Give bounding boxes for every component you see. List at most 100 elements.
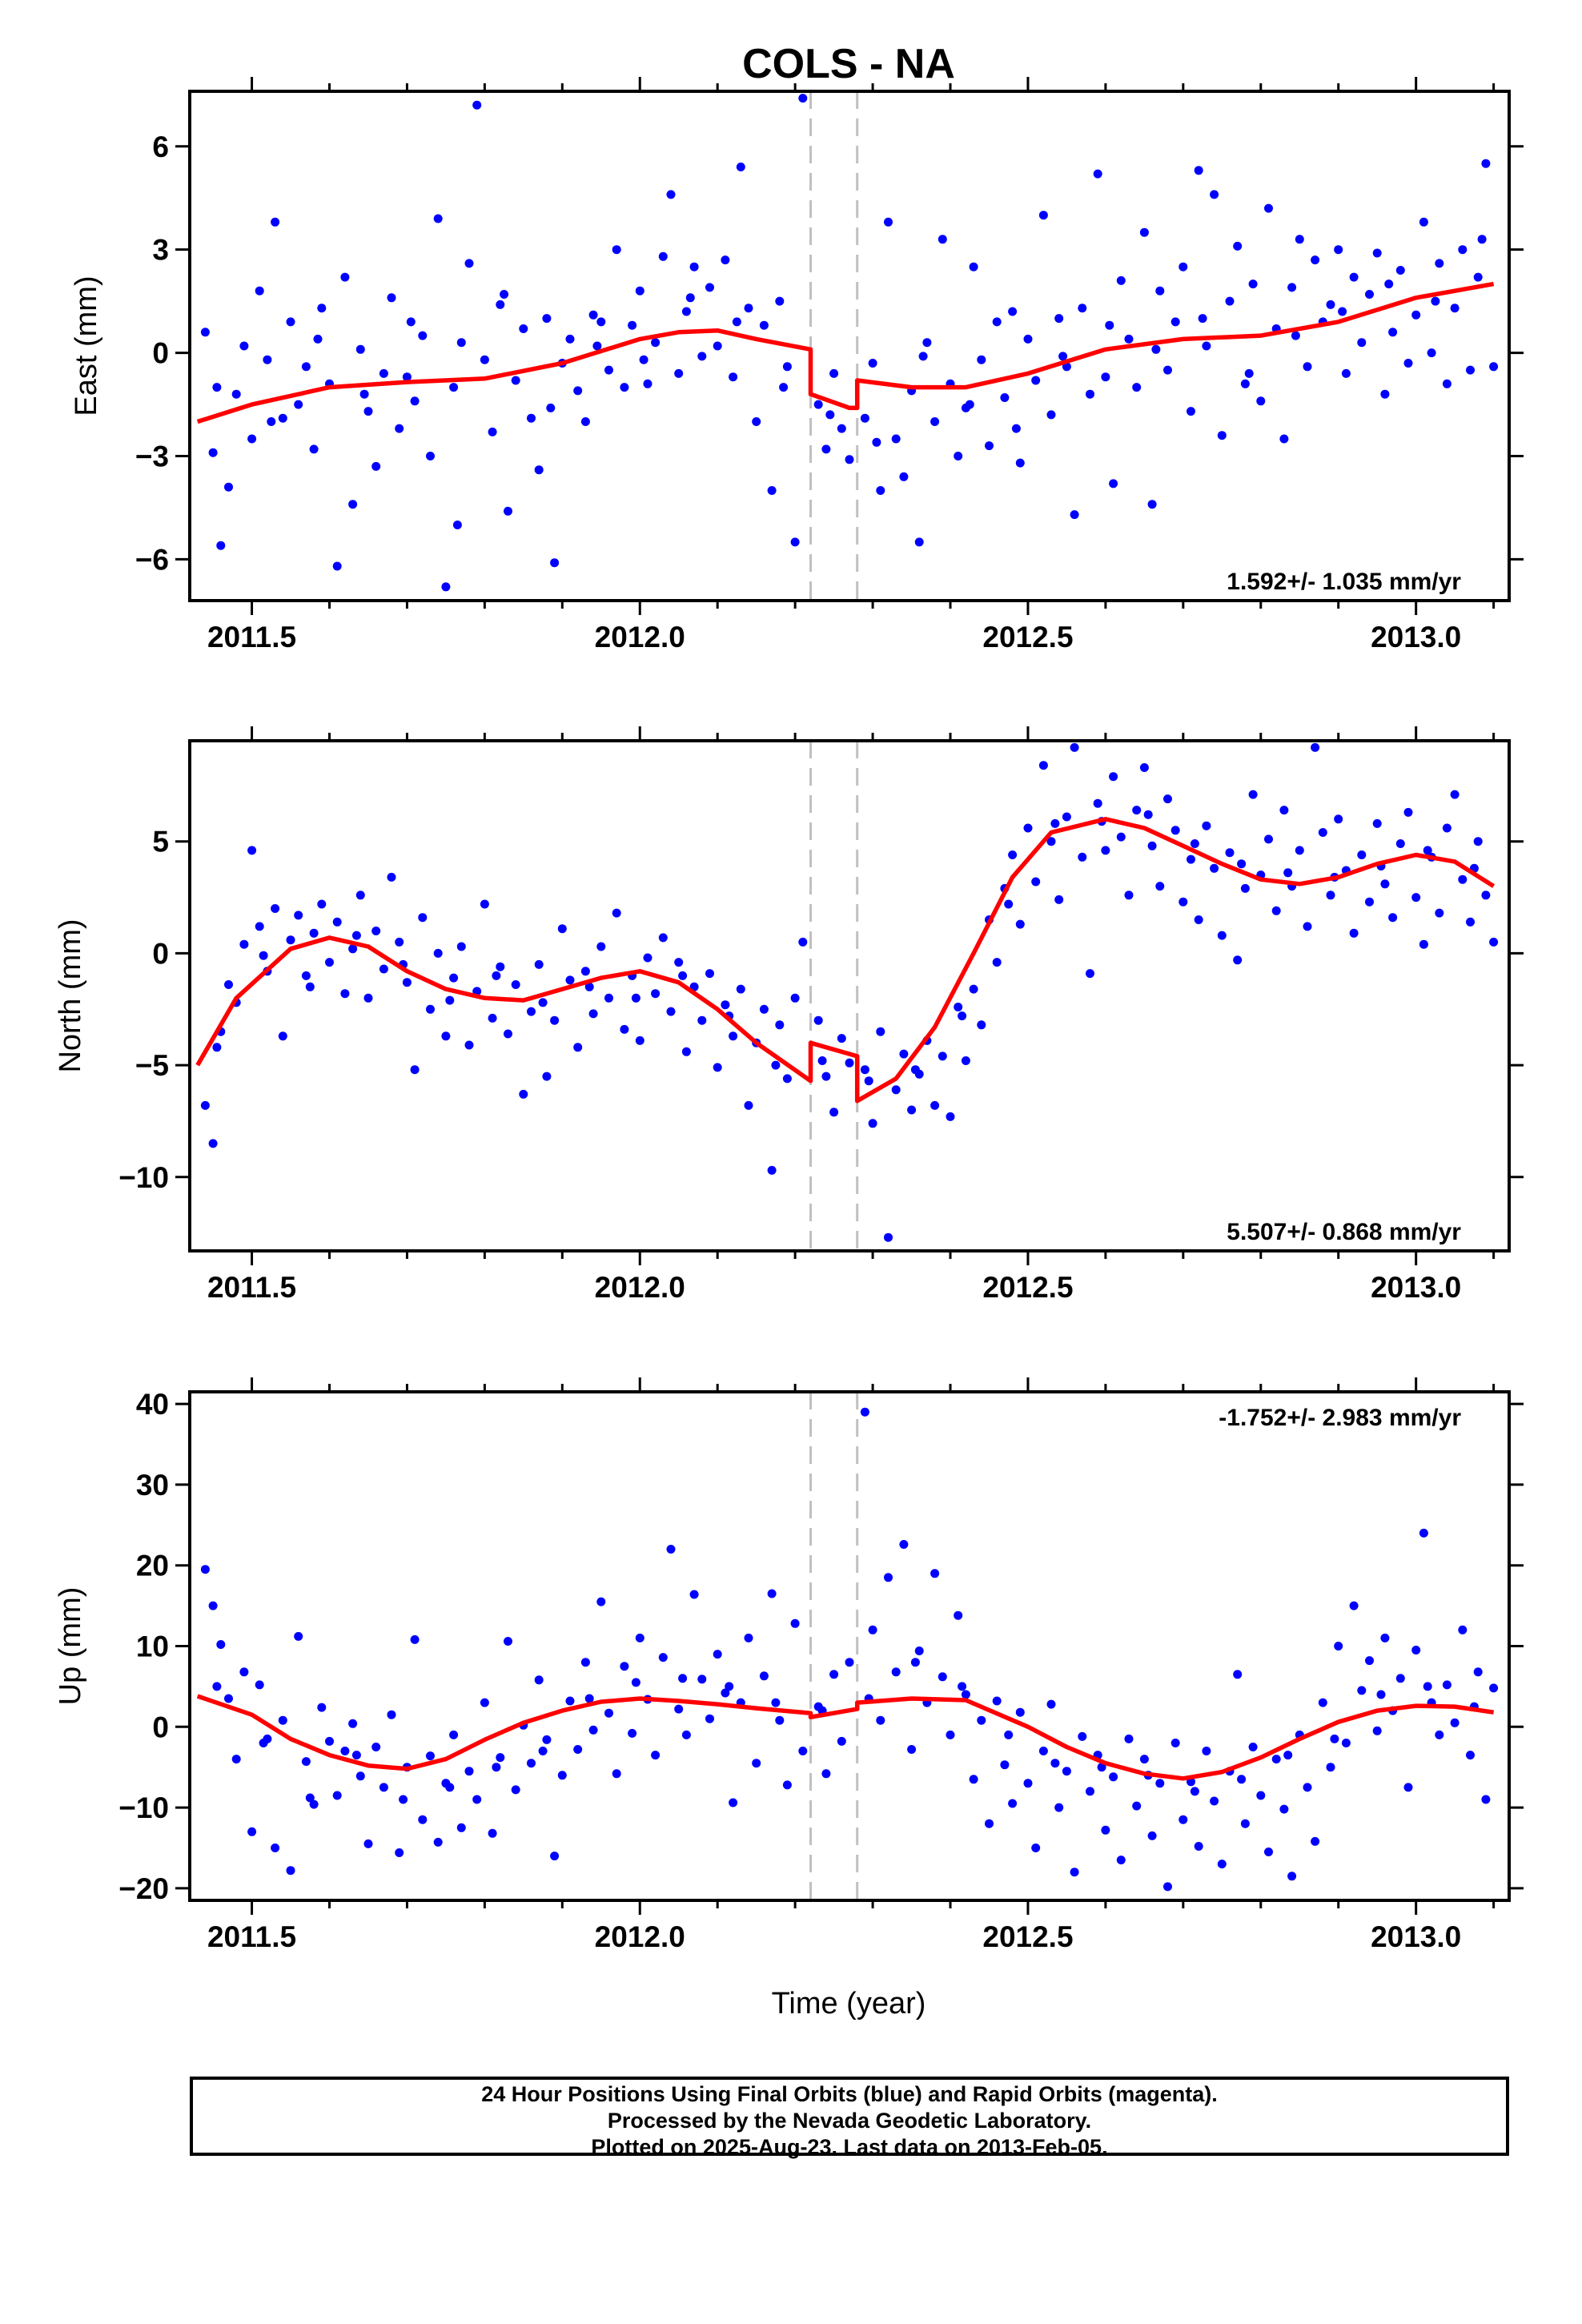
- data-point-east: [1341, 368, 1351, 378]
- data-point-east: [500, 290, 509, 299]
- x-tick-label-north: 2012.0: [595, 1271, 685, 1304]
- data-point-north: [325, 958, 334, 967]
- data-point-up: [1411, 1646, 1421, 1655]
- data-point-east: [1380, 389, 1390, 399]
- data-point-east: [1240, 379, 1250, 388]
- data-point-up: [899, 1540, 909, 1549]
- data-point-up: [907, 1745, 917, 1754]
- data-point-north: [829, 1108, 839, 1117]
- data-point-up: [542, 1735, 552, 1744]
- data-point-east: [1058, 352, 1068, 361]
- data-point-north: [550, 1015, 560, 1025]
- data-point-up: [1217, 1860, 1227, 1869]
- data-point-north: [860, 1065, 869, 1075]
- data-point-up: [884, 1573, 893, 1582]
- data-point-up: [1330, 1734, 1339, 1743]
- data-point-north: [969, 984, 978, 994]
- data-point-north: [511, 980, 520, 989]
- y-tick-label-up: 40: [136, 1388, 169, 1421]
- data-point-east: [596, 317, 606, 327]
- data-point-up: [631, 1678, 640, 1687]
- data-point-north: [208, 1139, 218, 1148]
- data-point-north: [1086, 969, 1094, 979]
- data-point-north: [1078, 852, 1087, 862]
- data-point-north: [480, 899, 489, 909]
- y-tick-label-east: 6: [152, 131, 169, 163]
- data-point-up: [1489, 1683, 1499, 1693]
- data-point-east: [635, 286, 644, 296]
- x-tick-label-up: 2012.0: [595, 1920, 685, 1953]
- data-point-north: [309, 928, 319, 938]
- data-point-north: [278, 1031, 287, 1041]
- y-axis-label-north: North (mm): [54, 919, 87, 1072]
- data-point-east: [1000, 393, 1010, 402]
- data-point-east: [294, 400, 303, 409]
- data-point-east: [550, 558, 560, 568]
- data-point-north: [271, 904, 280, 913]
- data-point-up: [860, 1407, 869, 1417]
- data-point-north: [1178, 897, 1188, 907]
- data-point-up: [1395, 1674, 1405, 1683]
- data-point-east: [992, 317, 1002, 327]
- data-point-north: [1411, 893, 1421, 903]
- data-point-north: [721, 1000, 730, 1010]
- data-point-up: [325, 1736, 334, 1746]
- data-point-east: [1109, 479, 1118, 489]
- data-point-north: [1147, 841, 1157, 850]
- data-point-east: [224, 482, 233, 492]
- data-point-up: [1046, 1699, 1056, 1709]
- data-point-up: [729, 1798, 738, 1807]
- data-point-up: [658, 1653, 668, 1663]
- data-point-north: [1442, 823, 1452, 833]
- data-point-east: [697, 352, 707, 361]
- data-point-up: [1163, 1882, 1172, 1892]
- data-point-east: [1481, 159, 1491, 168]
- footer-line-orbits: 24 Hour Positions Using Final Orbits (bl…: [481, 2082, 1218, 2106]
- data-point-east: [1338, 307, 1347, 316]
- data-point-north: [1248, 790, 1258, 799]
- data-point-up: [1178, 1815, 1188, 1824]
- data-point-up: [418, 1815, 428, 1824]
- data-point-east: [519, 324, 528, 333]
- data-point-up: [379, 1783, 388, 1792]
- data-point-up: [1435, 1730, 1444, 1739]
- x-tick-label-north: 2012.5: [982, 1271, 1073, 1304]
- y-tick-label-east: −3: [135, 440, 169, 473]
- data-point-north: [1303, 922, 1312, 931]
- data-point-east: [433, 214, 443, 223]
- data-point-north: [557, 924, 567, 934]
- data-point-up: [752, 1759, 761, 1768]
- data-point-east: [1217, 431, 1227, 440]
- data-point-north: [1101, 846, 1110, 855]
- data-point-north: [418, 913, 428, 923]
- data-point-north: [1225, 848, 1235, 858]
- data-point-up: [771, 1698, 781, 1707]
- data-point-east: [782, 362, 792, 372]
- data-point-east: [1287, 283, 1297, 292]
- data-point-east: [612, 245, 621, 255]
- data-point-east: [317, 304, 327, 313]
- data-point-north: [433, 948, 443, 958]
- data-point-east: [534, 465, 544, 475]
- data-point-north: [1163, 794, 1172, 804]
- data-point-east: [1105, 320, 1114, 330]
- panel-east: 2011.5 2012.0 2012.5 2013.0 6 3 0 −3 −6 East (mm)…: [70, 77, 1524, 653]
- data-point-east: [1248, 279, 1258, 289]
- data-point-north: [798, 937, 808, 947]
- data-point-north: [845, 1058, 854, 1068]
- data-point-east: [1023, 334, 1033, 344]
- data-point-east: [267, 417, 276, 426]
- data-point-east: [705, 283, 714, 292]
- y-tick-label-up: −10: [118, 1791, 169, 1824]
- data-point-north: [729, 1031, 738, 1041]
- data-point-east: [713, 341, 722, 351]
- data-point-east: [426, 452, 435, 460]
- data-point-north: [1023, 823, 1033, 833]
- data-point-north: [884, 1232, 893, 1242]
- data-point-north: [961, 1056, 970, 1065]
- data-point-east: [1427, 348, 1436, 358]
- data-point-up: [1423, 1682, 1432, 1691]
- points-up: [200, 1407, 1499, 1892]
- data-point-up: [678, 1674, 688, 1683]
- data-point-north: [426, 1004, 435, 1014]
